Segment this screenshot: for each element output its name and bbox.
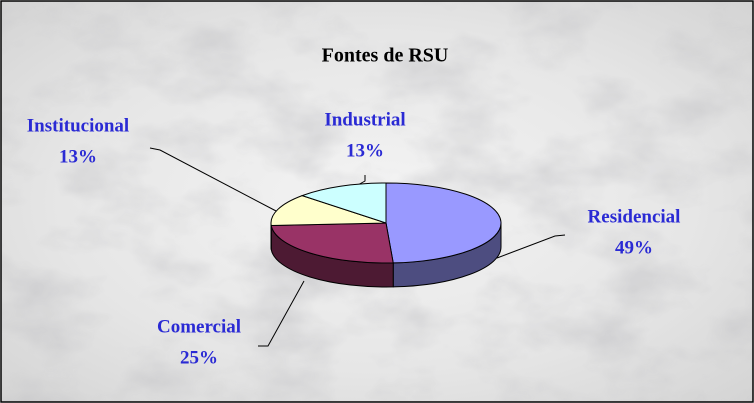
chart-title: Fontes de RSU <box>322 45 449 67</box>
pie-slice <box>385 182 502 264</box>
slice-label: Industrial <box>324 109 405 130</box>
pie-slice <box>270 222 394 264</box>
slice-label: Residencial <box>588 206 681 227</box>
pie-tops <box>270 182 502 264</box>
slice-value-label: 49% <box>615 237 653 258</box>
slice-value-label: 25% <box>180 347 218 368</box>
slice-label: Institucional <box>27 115 129 136</box>
pie-slice <box>270 195 387 227</box>
slice-label: Comercial <box>157 316 241 337</box>
leader-lines <box>149 147 566 347</box>
slice-value-label: 13% <box>59 146 97 167</box>
slice-value-label: 13% <box>346 140 384 161</box>
pie-slice <box>300 182 387 224</box>
